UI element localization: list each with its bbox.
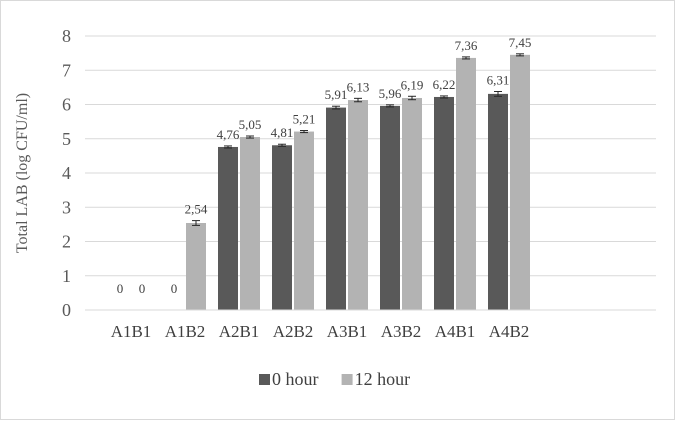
y-axis-label: Total LAB (log CFU/ml) bbox=[14, 93, 31, 253]
x-axis-categories: A1B1 A1B2 A2B1 A2B2 A3B1 A3B2 A4B1 A4B2 bbox=[111, 322, 530, 341]
bar bbox=[348, 100, 368, 310]
data-label: 5,91 bbox=[325, 87, 348, 102]
data-label: 7,36 bbox=[455, 38, 478, 53]
data-label: 0 bbox=[171, 281, 178, 296]
data-label: 5,21 bbox=[293, 112, 316, 127]
x-category-label: A3B2 bbox=[381, 322, 422, 341]
y-axis-ticks: 0 1 2 3 4 5 6 7 8 bbox=[62, 26, 71, 320]
x-category-label: A2B1 bbox=[219, 322, 260, 341]
y-tick-label: 5 bbox=[62, 129, 71, 149]
error-bars bbox=[192, 53, 524, 226]
bar bbox=[218, 146, 238, 310]
y-tick-label: 6 bbox=[62, 95, 71, 115]
data-label: 5,05 bbox=[239, 117, 262, 132]
bar bbox=[456, 57, 476, 310]
data-label: 6,31 bbox=[487, 72, 510, 87]
data-label: 0 bbox=[117, 281, 124, 296]
bar bbox=[380, 105, 400, 311]
y-tick-label: 8 bbox=[62, 26, 71, 46]
data-label: 4,81 bbox=[271, 125, 294, 140]
x-category-label: A4B1 bbox=[435, 322, 476, 341]
y-tick-label: 2 bbox=[62, 232, 71, 252]
bar bbox=[402, 97, 422, 311]
bar bbox=[434, 96, 454, 310]
bars bbox=[186, 54, 530, 311]
y-tick-label: 3 bbox=[62, 197, 71, 217]
data-label: 0 bbox=[139, 281, 146, 296]
data-label: 6,19 bbox=[401, 77, 424, 92]
data-label: 7,45 bbox=[509, 35, 532, 50]
data-label: 4,76 bbox=[217, 127, 240, 142]
legend-label: 0 hour bbox=[272, 369, 319, 389]
y-tick-label: 0 bbox=[62, 300, 71, 320]
bar bbox=[272, 145, 292, 310]
bar bbox=[186, 223, 206, 310]
bar bbox=[294, 131, 314, 310]
x-category-label: A4B2 bbox=[489, 322, 530, 341]
gridlines bbox=[85, 35, 656, 277]
bar bbox=[240, 137, 260, 310]
data-labels: 0 0 02,544,765,054,815,215,916,13 5,966,19 6… bbox=[117, 35, 532, 296]
x-category-label: A2B2 bbox=[273, 322, 314, 341]
data-label: 6,22 bbox=[433, 77, 456, 92]
x-category-label: A1B2 bbox=[165, 322, 206, 341]
bar bbox=[510, 54, 530, 311]
data-label: 5,96 bbox=[379, 86, 402, 101]
y-tick-label: 1 bbox=[62, 266, 71, 286]
data-label: 2,54 bbox=[185, 202, 208, 217]
bar bbox=[488, 93, 508, 310]
legend-label: 12 hour bbox=[355, 369, 411, 389]
y-tick-label: 4 bbox=[62, 163, 71, 183]
bar bbox=[326, 107, 346, 311]
legend: 0 hour 12 hour bbox=[259, 369, 410, 389]
x-category-label: A1B1 bbox=[111, 322, 152, 341]
y-tick-label: 7 bbox=[62, 60, 71, 80]
legend-swatch bbox=[341, 374, 353, 385]
x-category-label: A3B1 bbox=[327, 322, 368, 341]
data-label: 6,13 bbox=[347, 79, 370, 94]
legend-swatch bbox=[259, 374, 270, 385]
